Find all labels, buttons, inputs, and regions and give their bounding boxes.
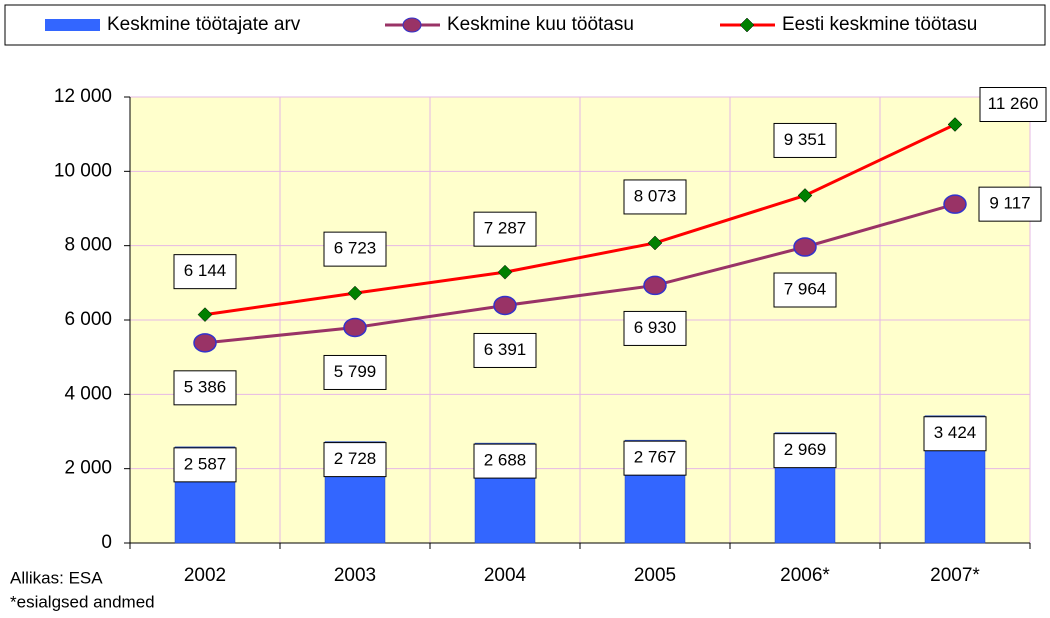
line-value-label: 6 930 bbox=[634, 318, 677, 337]
bar-value-label: 2 688 bbox=[484, 451, 527, 470]
legend-label: Keskmine kuu töötasu bbox=[447, 14, 634, 35]
marker bbox=[793, 237, 817, 257]
y-tick-label: 0 bbox=[101, 532, 112, 553]
legend-marker bbox=[402, 17, 422, 33]
bar-value-label: 2 728 bbox=[334, 449, 377, 468]
line-value-label-box bbox=[323, 231, 387, 267]
line-value-label-box bbox=[773, 272, 837, 308]
line-value-label-box bbox=[978, 186, 1042, 222]
line-value-label: 5 386 bbox=[184, 377, 227, 396]
line bbox=[204, 123, 956, 317]
bar-value-label: 2 969 bbox=[784, 440, 827, 459]
line-value-label-box bbox=[623, 179, 687, 215]
line-value-label-box bbox=[773, 122, 837, 158]
bar-value-label-box bbox=[173, 447, 237, 483]
line-value-label-box bbox=[323, 354, 387, 390]
y-tick-label: 4 000 bbox=[64, 383, 112, 404]
bar-value-label-box bbox=[623, 440, 687, 476]
line-value-label: 9 351 bbox=[784, 130, 827, 149]
x-tick-label: 2004 bbox=[484, 565, 527, 586]
y-tick-label: 10 000 bbox=[54, 160, 112, 181]
line-value-label-box bbox=[979, 87, 1047, 123]
line-value-label: 8 073 bbox=[634, 186, 677, 205]
x-tick-label: 2002 bbox=[184, 565, 226, 586]
marker bbox=[797, 188, 813, 203]
line-value-label: 7 964 bbox=[784, 279, 827, 298]
line-value-label-box bbox=[173, 370, 237, 406]
bar-value-label: 3 424 bbox=[934, 423, 977, 442]
bar-value-label: 2 767 bbox=[634, 448, 677, 467]
footnote: *esialgsed andmed bbox=[10, 592, 155, 611]
line bbox=[204, 202, 956, 345]
line-value-label-box bbox=[473, 332, 537, 368]
marker bbox=[193, 333, 217, 353]
marker bbox=[347, 285, 363, 301]
x-tick-label: 2006* bbox=[780, 565, 830, 586]
y-tick-label: 2 000 bbox=[64, 458, 112, 479]
y-tick-label: 6 000 bbox=[64, 309, 112, 330]
y-tick-label: 12 000 bbox=[54, 86, 112, 107]
line-value-label: 9 117 bbox=[989, 194, 1030, 213]
marker bbox=[943, 194, 967, 214]
line-value-label: 7 287 bbox=[484, 219, 527, 238]
x-tick-label: 2007* bbox=[930, 565, 980, 586]
line-value-label-box bbox=[473, 211, 537, 247]
line-value-label: 5 799 bbox=[334, 362, 377, 381]
marker bbox=[343, 317, 367, 338]
line-value-label: 11 260 bbox=[988, 94, 1039, 113]
line-value-label-box bbox=[623, 310, 687, 346]
legend-marker bbox=[739, 17, 755, 33]
legend-label: Eesti keskmine töötasu bbox=[782, 14, 977, 35]
line-value-label: 6 391 bbox=[484, 340, 527, 359]
marker bbox=[197, 307, 213, 323]
legend-box bbox=[4, 4, 1046, 46]
legend-swatch bbox=[45, 19, 100, 31]
bar-value-label-box bbox=[323, 442, 387, 478]
marker bbox=[493, 295, 517, 316]
marker bbox=[647, 235, 663, 251]
legend-label: Keskmine töötajate arv bbox=[107, 14, 301, 35]
bar-value-label: 2 587 bbox=[184, 454, 227, 473]
bar-value-label-box bbox=[923, 416, 987, 452]
y-tick-label: 8 000 bbox=[64, 235, 112, 256]
x-tick-label: 2005 bbox=[634, 565, 676, 586]
line-value-label-box bbox=[173, 254, 237, 290]
marker bbox=[947, 117, 963, 132]
line-value-label: 6 144 bbox=[184, 261, 227, 280]
line-value-label: 6 723 bbox=[334, 239, 377, 258]
x-tick-label: 2003 bbox=[334, 565, 376, 586]
marker bbox=[497, 264, 513, 280]
bar-value-label-box bbox=[473, 443, 537, 479]
source-note: Allikas: ESA bbox=[10, 568, 103, 587]
marker bbox=[643, 275, 667, 296]
bar-value-label-box bbox=[773, 433, 837, 469]
